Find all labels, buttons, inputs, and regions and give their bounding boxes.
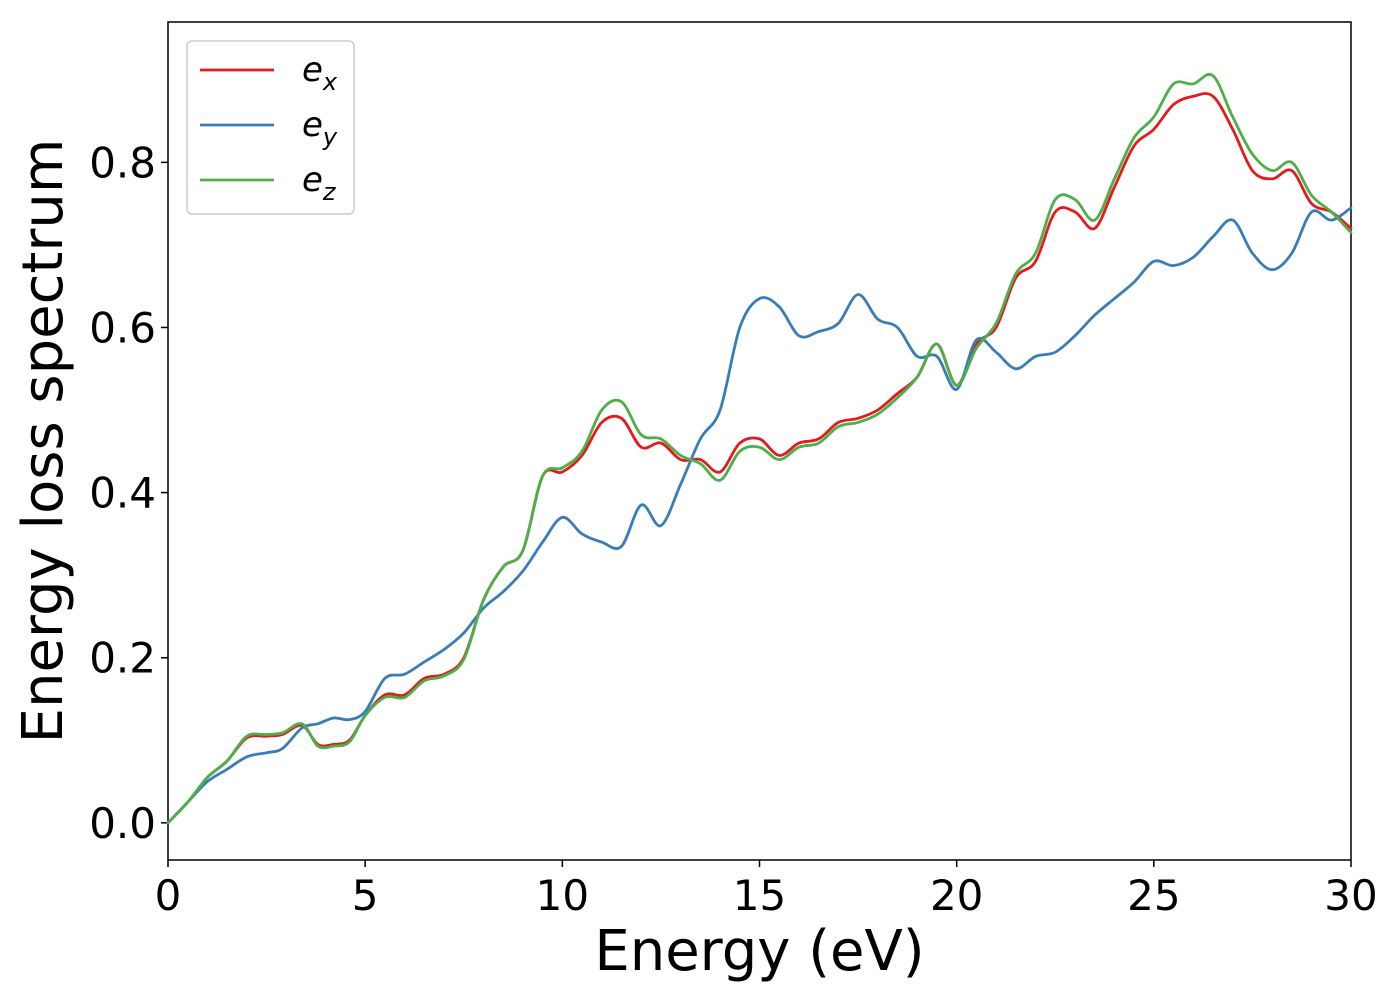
legend-label-ex: ex [302, 50, 338, 96]
x-tick-label: 20 [930, 871, 983, 920]
legend-label-ey: ey [302, 105, 338, 151]
legend-label-subscript: z [322, 178, 337, 206]
legend-frame [186, 40, 355, 215]
legend-label-subscript: y [322, 123, 338, 151]
y-tick-label: 0.2 [89, 634, 156, 683]
x-tick-label: 25 [1127, 871, 1180, 920]
y-tick-label: 0.4 [89, 469, 156, 518]
legend-label-base: e [302, 105, 323, 145]
y-tick-label: 0.0 [89, 799, 156, 848]
x-tick-label: 30 [1324, 871, 1377, 920]
series-line-ez [166, 73, 1353, 825]
y-axis-ticks: 0.0 0.2 0.4 0.6 0.8 [89, 138, 168, 848]
x-tick-label: 15 [733, 871, 786, 920]
x-tick-label: 5 [352, 871, 379, 920]
y-axis-title: Energy loss spectrum [11, 139, 76, 744]
x-tick-label: 10 [536, 871, 589, 920]
series-layer [166, 73, 1353, 825]
x-tick-label: 0 [155, 871, 182, 920]
plot-area [167, 21, 1352, 861]
legend-label-ez: ez [302, 160, 337, 206]
y-tick-label: 0.6 [89, 303, 156, 352]
x-axis-title: Energy (eV) [594, 919, 924, 984]
legend-label-base: e [302, 160, 323, 200]
y-tick-label: 0.8 [89, 138, 156, 187]
legend-label-subscript: x [322, 68, 338, 96]
x-axis-ticks: 0 5 10 15 20 25 30 [155, 860, 1378, 920]
series-line-ey [166, 206, 1353, 825]
legend-label-base: e [302, 50, 323, 90]
